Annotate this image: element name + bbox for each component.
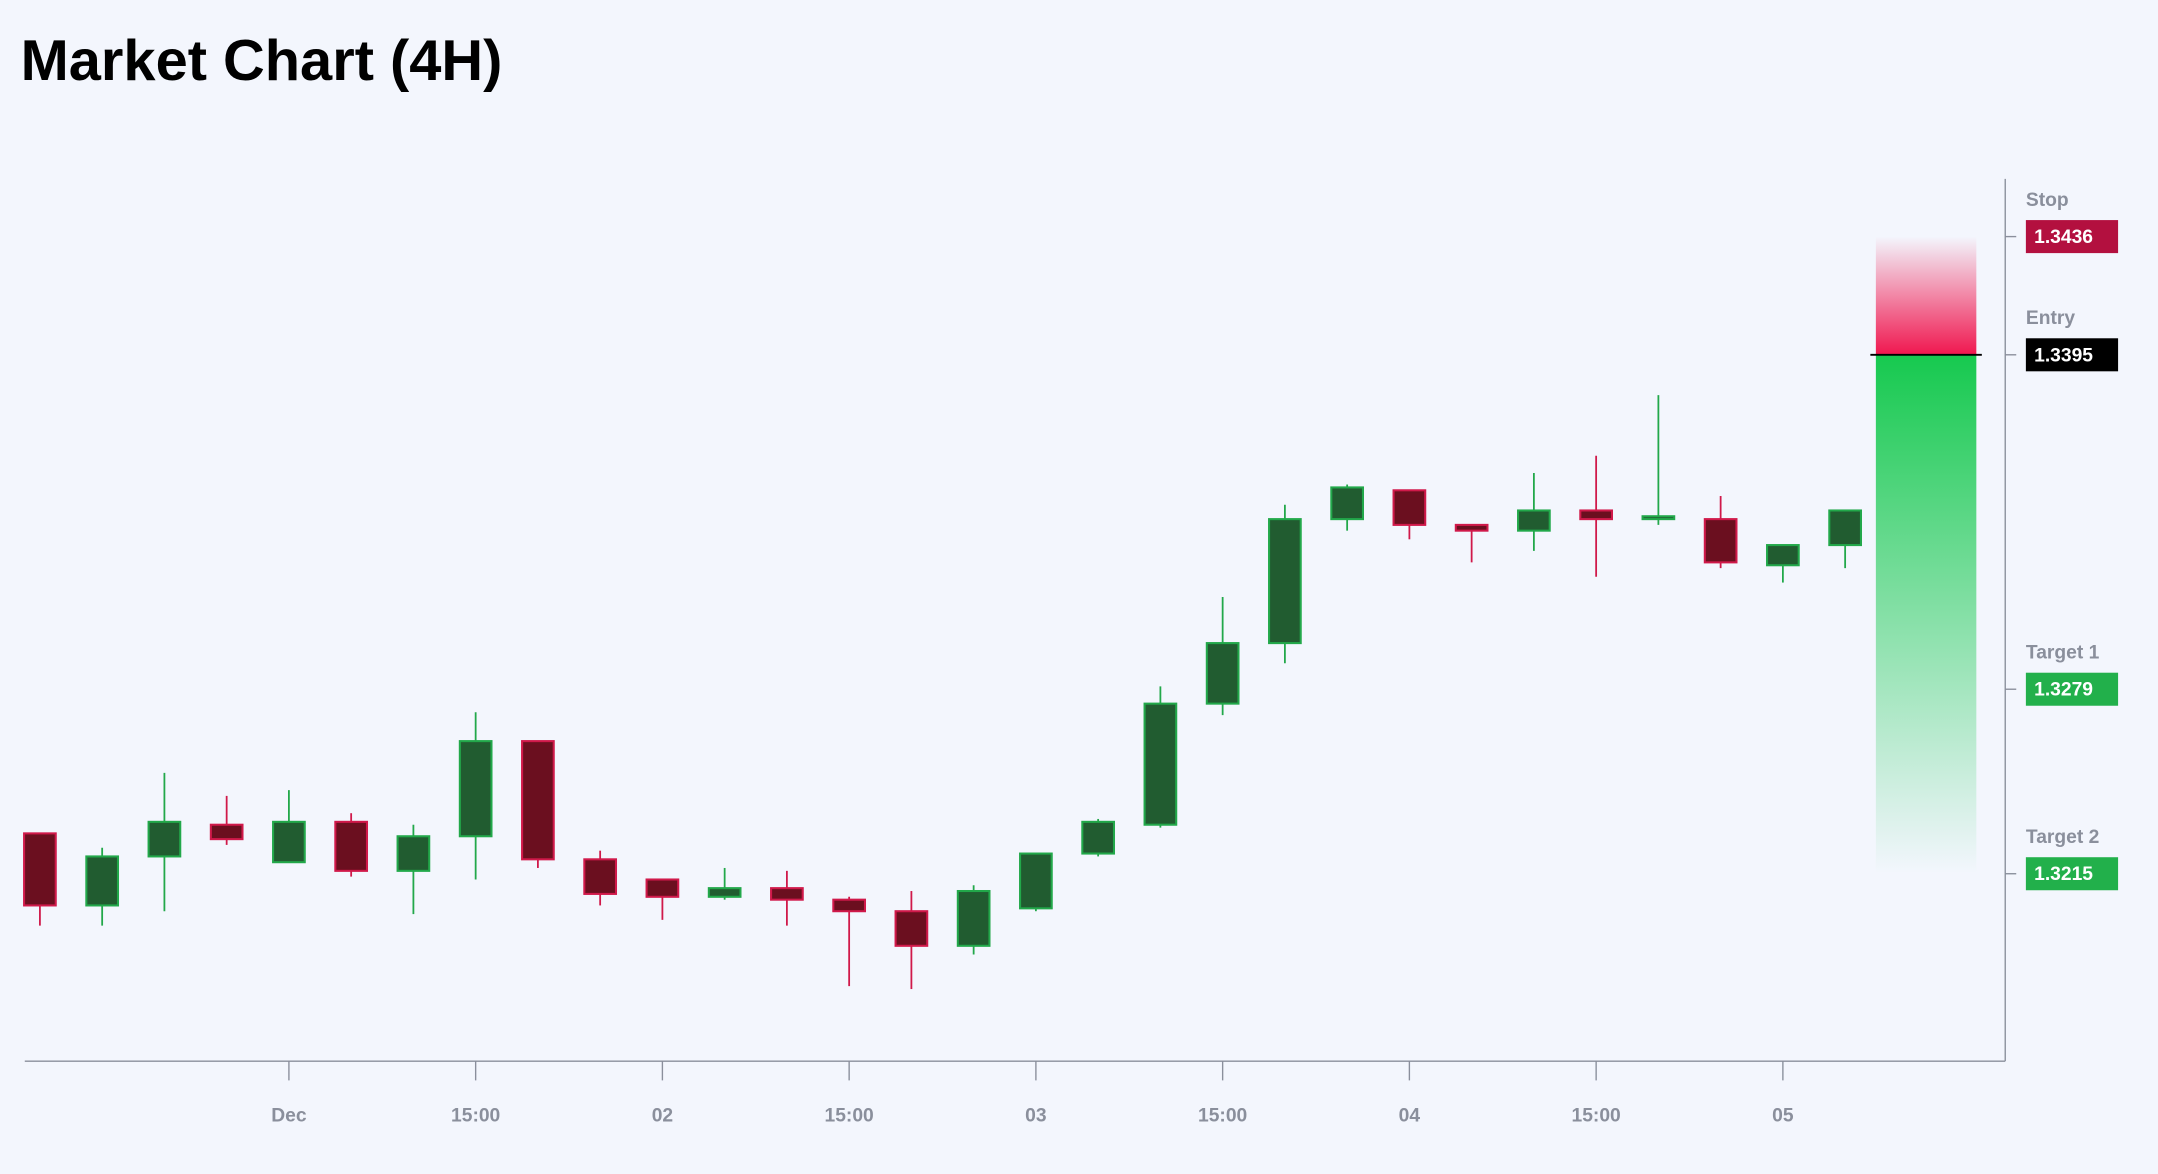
candle-body <box>272 820 306 864</box>
candle-body <box>1392 489 1427 526</box>
risk-zone <box>1875 236 1977 355</box>
candle-body <box>334 820 369 872</box>
x-tick-label: 15:00 <box>1198 1105 1247 1126</box>
x-tick-label: 04 <box>1399 1105 1421 1126</box>
level-value: 1.3395 <box>2034 345 2093 366</box>
level-value: 1.3279 <box>2034 680 2093 701</box>
candle-body <box>1703 518 1738 564</box>
candle-body <box>1454 523 1489 532</box>
candle-body <box>770 887 804 901</box>
candle-body <box>1517 509 1551 532</box>
candle-body <box>458 740 493 838</box>
candle-body <box>209 823 244 841</box>
candle-body <box>645 878 680 898</box>
candle-body <box>396 835 431 872</box>
candle-body <box>894 910 929 947</box>
candle-body <box>1641 515 1676 521</box>
reward-zone <box>1875 354 1977 874</box>
candle-body <box>956 889 991 947</box>
candle-body <box>583 858 618 895</box>
x-tick-label: 02 <box>652 1105 673 1126</box>
candle-body <box>23 832 57 907</box>
candle-body <box>832 898 867 913</box>
x-tick-label: 15:00 <box>451 1105 500 1126</box>
x-tick-label: Dec <box>271 1105 307 1126</box>
level-value: 1.3215 <box>2034 864 2093 885</box>
level-badge <box>2025 220 2119 254</box>
level-name: Stop <box>2026 190 2069 211</box>
x-tick-label: 15:00 <box>1572 1105 1621 1126</box>
chart-title: Market Chart (4H) <box>21 29 503 93</box>
candle-body <box>1828 509 1862 547</box>
level-badge <box>2025 672 2119 706</box>
candle-body <box>521 740 555 861</box>
candle-body <box>1143 702 1178 826</box>
level-badge <box>2025 338 2119 372</box>
candle-body <box>1019 852 1053 910</box>
candle-body <box>1330 486 1364 521</box>
level-badge <box>2025 857 2119 891</box>
candle-body <box>147 820 182 858</box>
level-name: Target 2 <box>2026 827 2099 848</box>
level-value: 1.3436 <box>2034 227 2093 248</box>
candle-body <box>1081 820 1116 855</box>
level-name: Entry <box>2026 308 2075 329</box>
candle-body <box>1205 642 1240 705</box>
x-tick-label: 15:00 <box>825 1105 874 1126</box>
candle-body <box>707 887 742 898</box>
candle-body <box>1766 544 1800 567</box>
level-name: Target 1 <box>2026 643 2100 664</box>
x-tick-label: 03 <box>1025 1105 1047 1126</box>
candle-body <box>1579 509 1613 521</box>
x-tick-label: 05 <box>1772 1105 1794 1126</box>
candle-body <box>85 855 120 907</box>
candle-body <box>1268 518 1302 645</box>
